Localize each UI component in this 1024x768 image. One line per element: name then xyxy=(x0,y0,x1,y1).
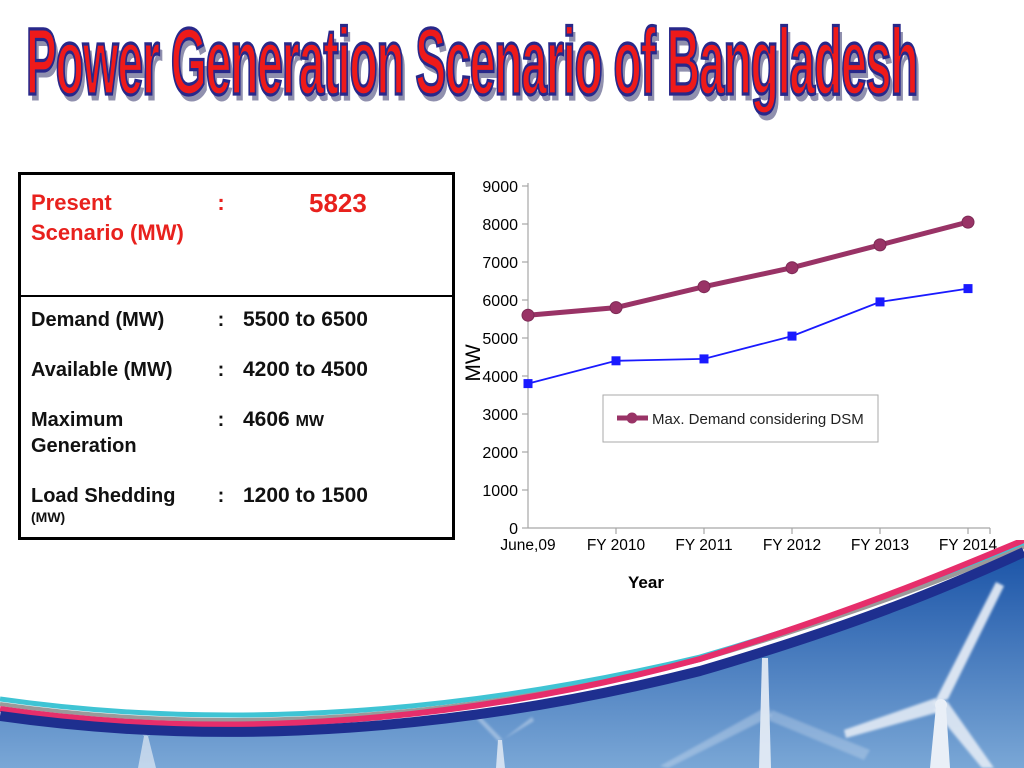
y-axis-tick-label: 0 xyxy=(509,521,518,538)
y-axis-tick-label: 4000 xyxy=(482,369,518,386)
table-row-max-generation: Maximum Generation : 4606 MW xyxy=(31,407,444,459)
series-line-1 xyxy=(527,287,969,385)
row-value: 4606 MW xyxy=(243,408,324,431)
y-axis-tick-label: 1000 xyxy=(482,483,518,500)
row-label: Maximum Generation xyxy=(31,409,137,457)
row-colon: : xyxy=(217,409,225,431)
row-colon: : xyxy=(217,309,225,331)
square-marker-icon xyxy=(787,331,797,341)
y-axis-tick-label: 2000 xyxy=(482,445,518,462)
x-axis-tick-label: FY 2011 xyxy=(675,537,732,554)
wind-turbines xyxy=(118,582,1004,768)
row-colon: : xyxy=(217,359,225,381)
row-colon: : xyxy=(217,485,225,507)
table-row-demand: Demand (MW) : 5500 to 6500 xyxy=(31,307,444,333)
row-value-unit: MW xyxy=(295,413,324,430)
wind-turbine-mid-right xyxy=(660,658,870,768)
circle-marker-icon xyxy=(609,301,623,315)
table-row-load-shedding: Load Shedding (MW) : 1200 to 1500 xyxy=(31,483,444,525)
y-axis-tick-label: 3000 xyxy=(482,407,518,424)
square-marker-icon xyxy=(699,354,709,364)
square-marker-icon xyxy=(611,356,621,366)
circle-marker-icon xyxy=(785,261,799,275)
table-body: Demand (MW) : 5500 to 6500 Available (MW… xyxy=(21,307,452,525)
square-marker-icon xyxy=(963,284,973,294)
sky-photo xyxy=(0,554,1024,768)
y-axis-title: MW xyxy=(462,344,485,381)
row-label-note: (MW) xyxy=(31,509,66,525)
table-row-available: Available (MW) : 4200 to 4500 xyxy=(31,357,444,383)
table-header-colon: : xyxy=(217,190,225,215)
x-axis-tick-label: June,09 xyxy=(500,537,555,554)
x-axis-tick-label: FY 2010 xyxy=(587,537,646,554)
circle-marker-icon xyxy=(697,280,711,294)
circle-marker-icon xyxy=(521,308,535,322)
table-header-value: 5823 xyxy=(309,188,367,218)
x-axis-tick-label: FY 2014 xyxy=(939,537,998,554)
ribbon-pink xyxy=(0,540,1024,728)
scenario-table: Present Scenario (MW) : 5823 Demand (MW)… xyxy=(18,172,455,540)
y-axis-tick-label: 7000 xyxy=(482,255,518,272)
circle-marker-icon xyxy=(873,238,887,252)
demand-line-chart: 0 1000 2000 3000 4000 5000 6000 7000 8000 9000 Jun… xyxy=(462,179,998,592)
row-label: Demand (MW) xyxy=(31,309,165,331)
square-marker-icon xyxy=(523,379,533,389)
y-axis-tick-label: 8000 xyxy=(482,217,518,234)
table-header-label: Present Scenario (MW) xyxy=(31,190,184,245)
table-header-row: Present Scenario (MW) : 5823 xyxy=(21,175,452,297)
footer-decoration xyxy=(0,540,1024,768)
circle-marker-icon xyxy=(961,215,975,229)
wind-turbine-right-large xyxy=(844,582,1004,768)
row-value: 1200 to 1500 xyxy=(243,484,368,507)
row-label: Available (MW) xyxy=(31,359,173,381)
series-line-0 xyxy=(527,219,969,318)
row-label: Load Shedding (MW) xyxy=(31,483,201,525)
y-axis-tick-label: 6000 xyxy=(482,293,518,310)
x-axis-title: Year xyxy=(628,573,664,592)
x-axis-tick-label: FY 2013 xyxy=(851,537,909,554)
row-value: 5500 to 6500 xyxy=(243,308,368,331)
row-value: 4200 to 4500 xyxy=(243,358,368,381)
page-title: Power Generation Scenario of Bangladesh xyxy=(25,6,919,116)
ribbon-navy xyxy=(0,547,1024,737)
legend-label: Max. Demand considering DSM xyxy=(652,411,864,428)
y-axis-tick-label: 5000 xyxy=(482,331,518,348)
square-marker-icon xyxy=(875,297,885,307)
legend-circle-marker-icon xyxy=(626,412,638,424)
legend-box xyxy=(602,394,879,443)
y-axis-tick-label: 9000 xyxy=(482,179,518,196)
x-axis-tick-label: FY 2012 xyxy=(763,537,821,554)
